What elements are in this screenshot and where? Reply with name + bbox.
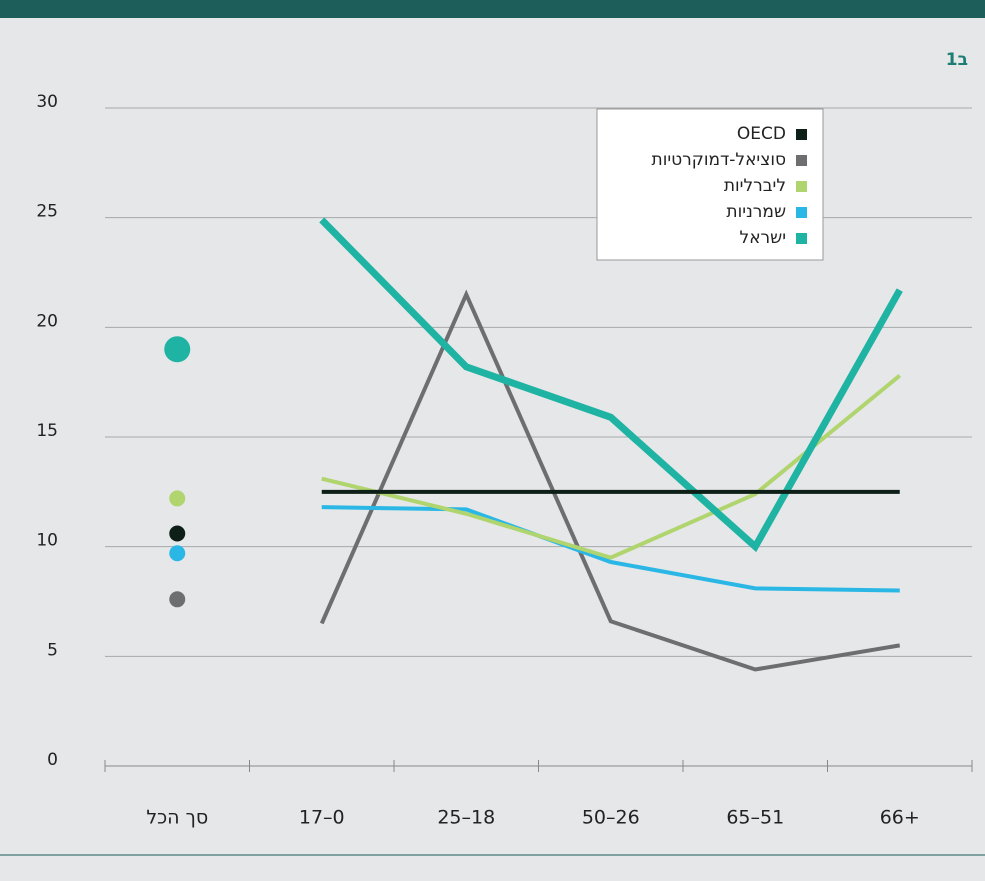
series-line (321, 374, 902, 560)
top-bar (0, 0, 985, 18)
total-dot (169, 490, 186, 507)
series-line (321, 505, 900, 593)
y-tick-label: 20 (36, 311, 58, 331)
total-dot (169, 591, 186, 608)
y-tick-label: 30 (36, 92, 58, 112)
legend-swatch (796, 233, 807, 244)
legend-label: שמרניות (726, 202, 786, 222)
legend-swatch (796, 129, 807, 140)
legend-label: ליברליות (724, 176, 786, 196)
legend-label: ישראל (740, 228, 786, 248)
legend-swatch (796, 155, 807, 166)
y-tick-label: 0 (47, 750, 58, 770)
total-dot (169, 545, 186, 562)
y-tick-label: 25 (36, 202, 58, 222)
y-tick-label: 15 (36, 421, 58, 441)
series-line (319, 289, 901, 672)
x-tick-label: 25–18 (437, 807, 495, 829)
legend-swatch (796, 181, 807, 192)
x-tick-label: סך הכל (146, 807, 208, 829)
legend-swatch (796, 207, 807, 218)
y-tick-label: 5 (47, 640, 58, 660)
legend-label: OECD (737, 124, 786, 144)
x-tick-label: 50–26 (582, 807, 640, 829)
total-dot (169, 525, 186, 542)
x-tick-label: 66+ (880, 807, 920, 829)
total-dot (164, 336, 191, 363)
y-tick-label: 10 (36, 531, 58, 551)
legend-box (596, 108, 824, 261)
x-tick-label: 17–0 (299, 807, 345, 829)
figure-label: 1ב (946, 50, 968, 70)
x-tick-label: 65–51 (726, 807, 784, 829)
legend-label: סוציאל-דמוקרטיות (652, 150, 786, 170)
series-line (319, 217, 903, 553)
